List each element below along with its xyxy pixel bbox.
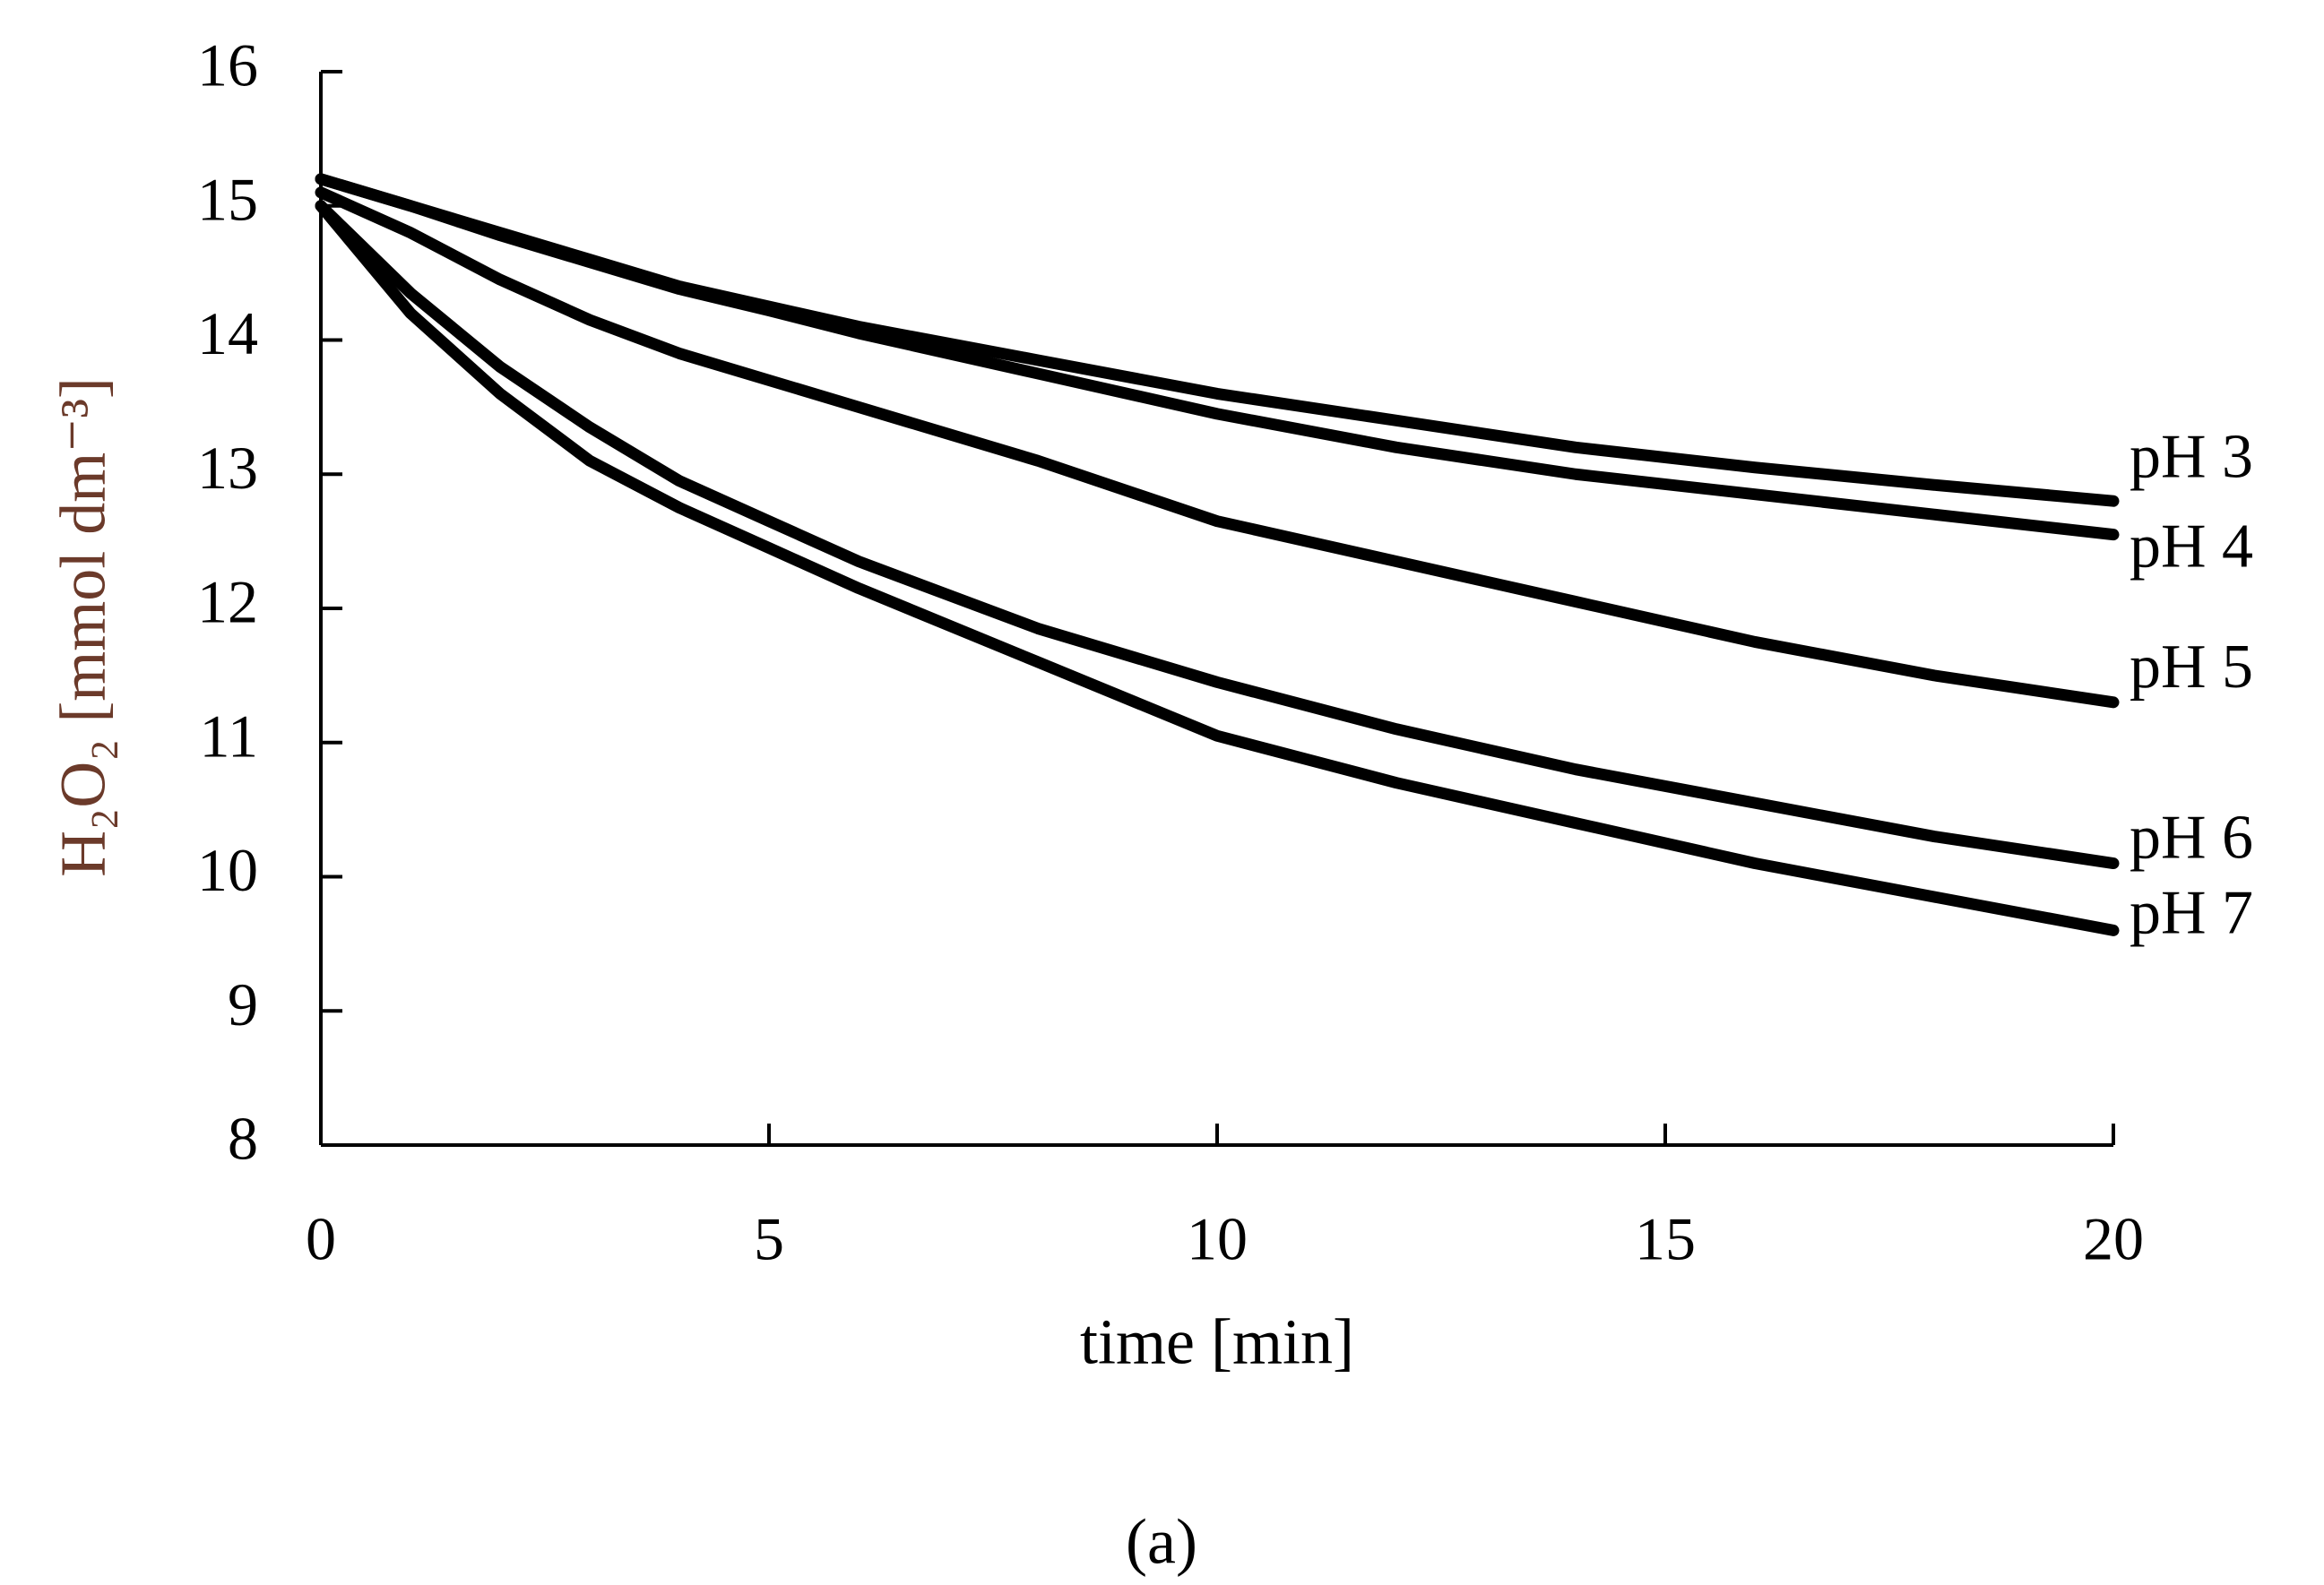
series-line <box>315 200 2120 870</box>
series-line <box>315 173 2120 541</box>
series-line <box>315 173 2120 507</box>
y-tick-label: 12 <box>197 568 258 636</box>
y-tick-label: 11 <box>200 702 258 770</box>
y-axis-title: H₂O₂ [mmol dm⁻³] <box>48 377 119 877</box>
y-tick-label: 9 <box>228 970 258 1038</box>
y-tick-label: 10 <box>197 836 258 904</box>
x-tick-label: 10 <box>1187 1205 1248 1273</box>
y-tick-label: 15 <box>197 165 258 233</box>
series-line <box>315 200 2120 936</box>
series-label: pH 7 <box>2130 878 2253 947</box>
x-tick-label: 20 <box>2083 1205 2144 1273</box>
caption: (a) <box>1126 1506 1197 1578</box>
series-label: pH 3 <box>2130 422 2253 491</box>
series-line <box>315 186 2120 709</box>
y-tick-label: 8 <box>228 1105 258 1173</box>
x-tick-label: 5 <box>754 1205 784 1273</box>
x-tick-label: 15 <box>1635 1205 1696 1273</box>
y-tick-label: 16 <box>197 31 258 99</box>
series-label: pH 5 <box>2130 633 2253 702</box>
series-label: pH 6 <box>2130 804 2253 873</box>
y-tick-label: 14 <box>197 299 258 367</box>
x-tick-label: 0 <box>306 1205 336 1273</box>
series-label: pH 4 <box>2130 513 2253 581</box>
y-tick-label: 13 <box>197 434 258 502</box>
x-axis-title: time [min] <box>1080 1306 1354 1378</box>
